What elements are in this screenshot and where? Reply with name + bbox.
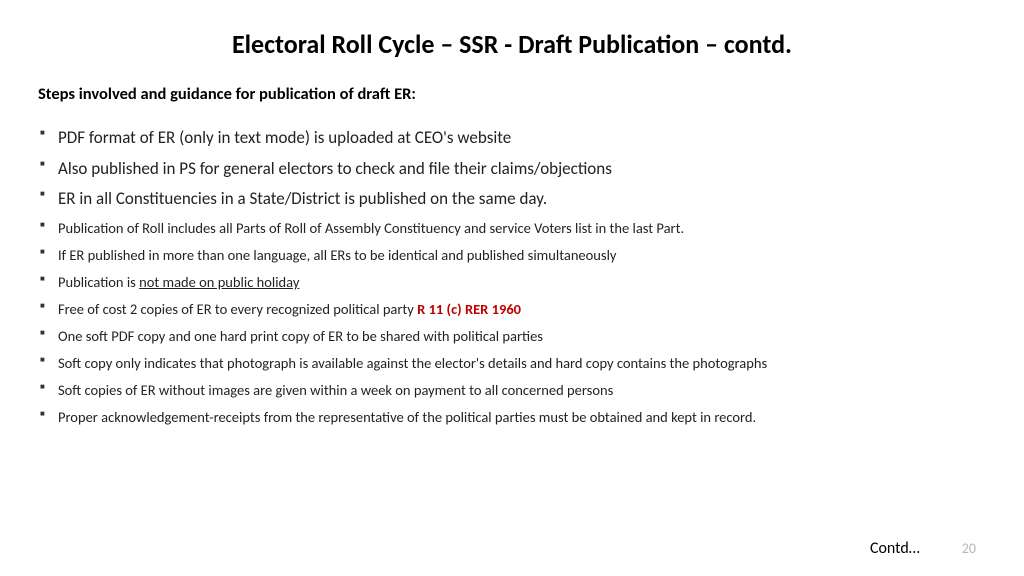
bullet-list: PDF format of ER (only in text mode) is … — [38, 126, 986, 428]
list-item: Free of cost 2 copies of ER to every rec… — [40, 299, 986, 320]
list-item: If ER published in more than one languag… — [40, 245, 986, 266]
list-item: One soft PDF copy and one hard print cop… — [40, 326, 986, 347]
bullet-text: One soft PDF copy and one hard print cop… — [58, 327, 543, 345]
slide-subhead: Steps involved and guidance for publicat… — [38, 84, 986, 104]
bullet-text: Publication of Roll includes all Parts o… — [58, 219, 684, 237]
slide-footer: Contd… 20 — [870, 539, 976, 558]
list-item: Soft copy only indicates that photograph… — [40, 353, 986, 374]
bullet-text: not made on public holiday — [139, 273, 299, 291]
list-item: Also published in PS for general elector… — [40, 157, 986, 182]
slide: Electoral Roll Cycle – SSR - Draft Publi… — [0, 0, 1024, 576]
list-item: Publication of Roll includes all Parts o… — [40, 218, 986, 239]
bullet-text: Soft copy only indicates that photograph… — [58, 354, 767, 372]
list-item: ER in all Constituencies in a State/Dist… — [40, 187, 986, 212]
bullet-text: Soft copies of ER without images are giv… — [58, 381, 613, 399]
bullet-text: Publication is — [58, 273, 139, 291]
slide-title: Electoral Roll Cycle – SSR - Draft Publi… — [38, 28, 986, 60]
bullet-text: R 11 (c) RER 1960 — [417, 300, 521, 318]
bullet-text: Free of cost 2 copies of ER to every rec… — [58, 300, 417, 318]
list-item: Soft copies of ER without images are giv… — [40, 380, 986, 401]
contd-label: Contd… — [870, 539, 920, 558]
bullet-text: Also published in PS for general elector… — [58, 158, 612, 179]
list-item: Publication is not made on public holida… — [40, 272, 986, 293]
list-item: Proper acknowledgement-receipts from the… — [40, 407, 986, 428]
page-number: 20 — [962, 540, 976, 557]
bullet-text: If ER published in more than one languag… — [58, 246, 616, 264]
bullet-text: ER in all Constituencies in a State/Dist… — [58, 188, 547, 209]
bullet-text: PDF format of ER (only in text mode) is … — [58, 127, 511, 148]
bullet-text: Proper acknowledgement-receipts from the… — [58, 408, 756, 426]
list-item: PDF format of ER (only in text mode) is … — [40, 126, 986, 151]
